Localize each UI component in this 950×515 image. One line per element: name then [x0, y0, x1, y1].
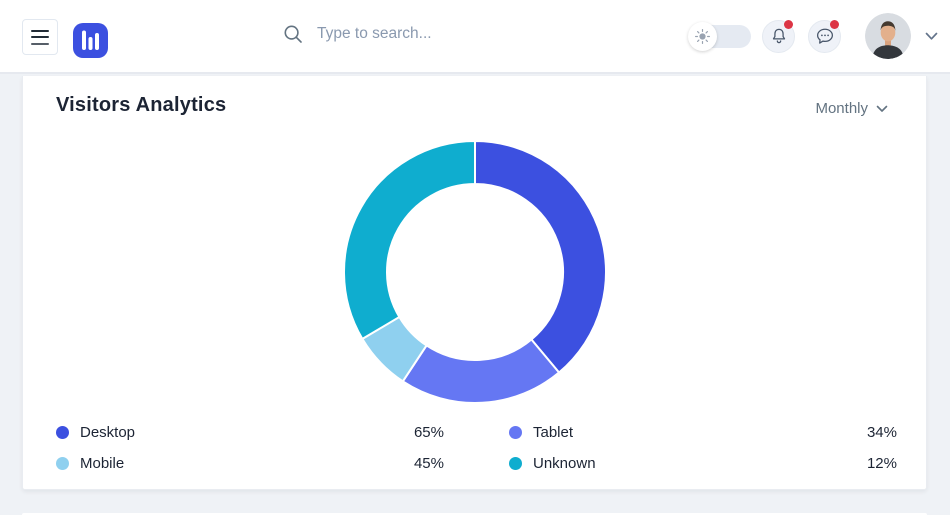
card-title: Visitors Analytics: [56, 94, 227, 116]
notifications-button[interactable]: [762, 19, 795, 53]
header-actions: [688, 0, 938, 72]
message-badge: [830, 19, 839, 29]
search-input[interactable]: [317, 25, 537, 43]
visitors-analytics-card: Visitors Analytics Monthly Desktop 65% T…: [22, 76, 927, 490]
legend-item-mobile: Mobile 45%: [56, 448, 444, 479]
legend-item-tablet: Tablet 34%: [509, 417, 897, 448]
search-bar: [283, 24, 537, 44]
top-header: [0, 0, 950, 74]
legend-dot-tablet: [509, 426, 522, 439]
bell-icon: [772, 28, 785, 44]
legend-item-desktop: Desktop 65%: [56, 417, 444, 448]
bar-chart-icon: [82, 30, 99, 50]
sun-icon: [695, 28, 710, 44]
legend-dot-mobile: [56, 457, 69, 470]
legend-dot-desktop: [56, 426, 69, 439]
chart-legend: Desktop 65% Tablet 34% Mobile 45% Unknow…: [56, 417, 897, 479]
search-icon[interactable]: [283, 24, 303, 44]
period-value: Monthly: [815, 100, 868, 117]
user-avatar[interactable]: [865, 13, 911, 59]
donut-segment-unknown: [343, 140, 476, 340]
donut-segment-desktop: [474, 140, 607, 374]
legend-item-unknown: Unknown 12%: [509, 448, 897, 479]
next-card-top-edge: [22, 513, 927, 515]
hamburger-icon: [31, 29, 49, 32]
dark-mode-toggle[interactable]: [688, 21, 751, 51]
menu-button[interactable]: [22, 19, 58, 55]
toggle-knob: [688, 21, 717, 51]
donut-chart: [342, 139, 608, 405]
messages-button[interactable]: [808, 19, 841, 53]
legend-dot-unknown: [509, 457, 522, 470]
period-dropdown[interactable]: Monthly: [815, 100, 888, 117]
avatar-photo: [865, 13, 911, 59]
profile-chevron-down-icon[interactable]: [925, 32, 938, 41]
app-logo[interactable]: [73, 23, 108, 58]
chat-bubble-icon: [816, 28, 833, 44]
period-chevron-down-icon: [876, 105, 888, 112]
notification-badge: [784, 19, 793, 29]
donut-segment-tablet: [401, 338, 560, 404]
